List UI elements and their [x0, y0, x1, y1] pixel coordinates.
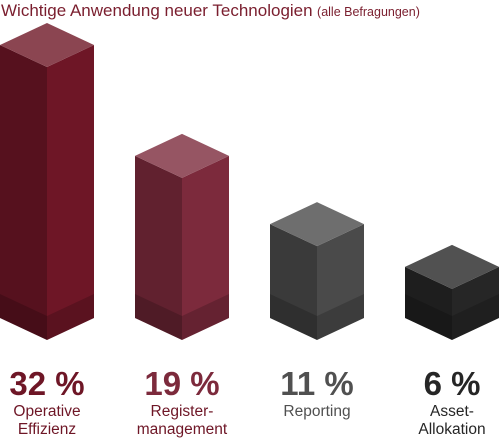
- category-label-3-line-1: Reporting: [283, 403, 350, 420]
- bar-1: [0, 23, 94, 340]
- bars-group: [0, 23, 499, 340]
- category-label-1-line-1: Operative: [13, 403, 80, 420]
- bar-1-base-shade: [0, 294, 94, 340]
- category-label-3: Reporting: [283, 403, 350, 420]
- value-label-3: 11 %: [280, 365, 353, 402]
- bar-4-base-shade: [405, 294, 499, 340]
- bar-4-top-face: [405, 244, 499, 289]
- labels-group: 32 %Operative Effizienz 19 %Register-manag…: [9, 365, 485, 438]
- bar-3-base-shade: [270, 294, 364, 340]
- chart-title-row: Wichtige Anwendung neuer Technologien (a…: [1, 1, 420, 21]
- bar-2-left-face: [135, 155, 182, 340]
- category-label-4-line-1: Asset-: [430, 403, 474, 420]
- bar-3-top-face: [270, 202, 364, 247]
- category-label-1-line-2: Effizienz: [18, 421, 76, 438]
- bar-3-right-face: [317, 224, 364, 340]
- category-label-1: Operative Effizienz: [13, 403, 80, 438]
- value-label-1: 32 %: [9, 365, 84, 402]
- bar-1-top-face: [0, 23, 94, 68]
- bar-3-left-face: [270, 224, 317, 340]
- category-label-4-line-2: Allokation: [418, 421, 485, 438]
- value-label-4: 6 %: [424, 365, 481, 402]
- bar-1-right-face: [47, 45, 94, 340]
- bar-1-left-face: [0, 45, 47, 340]
- bar-3: [270, 202, 364, 340]
- category-label-2-line-1: Register-: [151, 403, 214, 420]
- bar-4: [405, 244, 499, 340]
- bar-4-right-face: [452, 266, 499, 340]
- chart-subtitle: (alle Befragungen): [317, 5, 420, 19]
- category-label-2-line-2: management: [137, 421, 228, 438]
- category-label-4: Asset-Allokation: [418, 403, 485, 438]
- bar-2-base-shade: [135, 294, 229, 340]
- category-label-2: Register-management: [137, 403, 228, 438]
- bar-2: [135, 133, 229, 340]
- bar-2-top-face: [135, 133, 229, 178]
- value-label-2: 19 %: [144, 365, 219, 402]
- bar-4-left-face: [405, 266, 452, 340]
- chart-title: Wichtige Anwendung neuer Technologien: [1, 1, 313, 20]
- bar-2-right-face: [182, 155, 229, 340]
